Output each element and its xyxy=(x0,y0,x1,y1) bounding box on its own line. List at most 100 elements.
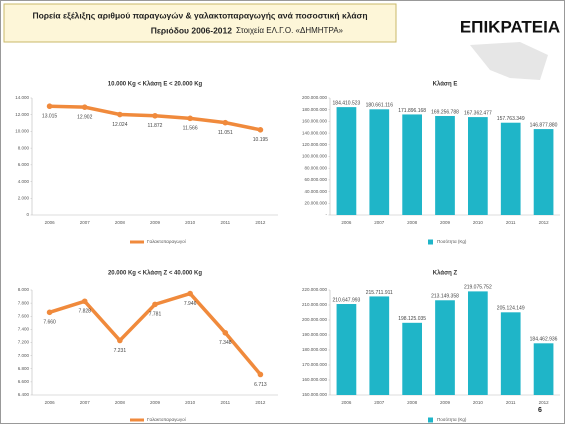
y-tick-label: 80.000.000 xyxy=(304,165,327,170)
y-tick-label: 40.000.000 xyxy=(304,189,327,194)
y-tick-label: 7.600 xyxy=(18,313,30,318)
y-tick-label: 200.000.000 xyxy=(302,317,328,322)
y-tick-label: 160.000.000 xyxy=(302,377,328,382)
y-tick-label: 160.000.000 xyxy=(302,119,328,124)
x-tick-label: 2009 xyxy=(150,400,161,405)
bar xyxy=(500,122,521,215)
y-tick-label: 7.000 xyxy=(18,353,30,358)
line-marker xyxy=(81,104,88,110)
bar xyxy=(336,304,357,395)
x-tick-label: 2007 xyxy=(374,220,385,225)
data-label: 219.075.752 xyxy=(464,285,492,291)
y-tick-label: 14.000 xyxy=(15,95,29,100)
data-label: 7.828 xyxy=(78,309,91,315)
line-marker xyxy=(187,290,193,297)
x-tick-label: 2009 xyxy=(150,220,161,225)
data-label: 11.566 xyxy=(183,126,198,132)
x-tick-label: 2009 xyxy=(440,220,451,225)
legend-swatch xyxy=(428,417,433,423)
data-label: 184.462.936 xyxy=(530,337,558,343)
line-marker xyxy=(81,298,88,305)
y-tick-label: 10.000 xyxy=(15,129,29,134)
line-marker xyxy=(152,112,158,119)
slide-title: Πορεία εξέλιξης αριθμού παραγωγών & γαλα… xyxy=(32,10,367,20)
y-tick-label: 120.000.000 xyxy=(302,142,328,147)
x-tick-label: 2011 xyxy=(220,220,230,225)
y-tick-label: 6.600 xyxy=(18,379,30,384)
y-tick-label: 8.000 xyxy=(18,287,30,292)
line-marker xyxy=(222,119,229,126)
chart-title: Κλάση Ε xyxy=(433,82,458,88)
data-label: 167.362.477 xyxy=(464,110,492,116)
bar xyxy=(369,109,390,215)
data-label: 13.015 xyxy=(42,114,58,120)
x-tick-label: 2008 xyxy=(407,220,418,225)
y-tick-label: 140.000.000 xyxy=(302,130,328,135)
data-label: 180.661.116 xyxy=(366,103,394,109)
bar xyxy=(435,115,455,215)
line-marker xyxy=(117,337,123,344)
data-label: 205.124.149 xyxy=(497,306,525,312)
x-tick-label: 2008 xyxy=(407,400,418,405)
x-tick-label: 2007 xyxy=(80,220,91,225)
y-tick-label: 6.800 xyxy=(18,366,30,371)
chart-title: 10.000 Kg < Κλάση Ε < 20.000 Kg xyxy=(108,82,203,88)
line-marker xyxy=(222,329,229,336)
slide-source: Στοιχεία ΕΛ.Γ.Ο. «ΔΗΜΗΤΡΑ» xyxy=(236,26,344,35)
data-label: 215.711.911 xyxy=(366,290,393,296)
chart-title: Κλάση Ζ xyxy=(433,271,458,277)
data-label: 11.872 xyxy=(148,123,163,129)
chart-title: 20.000 Kg < Κλάση Ζ < 40.000 Kg xyxy=(108,271,202,277)
data-label: 7.946 xyxy=(184,301,197,307)
legend-label: Γαλακτοπαραγωγοί xyxy=(147,239,186,244)
line-marker xyxy=(257,126,264,133)
bar xyxy=(402,322,422,395)
y-tick-label: 7.200 xyxy=(18,340,30,345)
x-tick-label: 2010 xyxy=(185,220,196,225)
x-tick-label: 2012 xyxy=(255,220,266,225)
y-tick-label: 190.000.000 xyxy=(302,332,328,337)
data-label: 7.781 xyxy=(149,312,162,318)
data-label: 157.763.349 xyxy=(497,116,525,122)
line-marker xyxy=(152,301,158,308)
data-label: 210.647.993 xyxy=(333,297,361,303)
x-tick-label: 2006 xyxy=(45,400,56,405)
y-tick-label: 7.400 xyxy=(18,327,30,332)
y-tick-label: 8.000 xyxy=(18,145,30,150)
page-number: 6 xyxy=(538,407,542,414)
y-tick-label: - xyxy=(326,212,328,217)
data-label: 146.877.880 xyxy=(530,122,558,128)
data-label: 6.713 xyxy=(254,382,267,388)
x-tick-label: 2012 xyxy=(539,400,550,405)
bar xyxy=(336,107,357,215)
data-label: 169.256.788 xyxy=(431,109,459,115)
data-label: 11.051 xyxy=(218,130,233,136)
y-tick-label: 6.000 xyxy=(18,162,30,167)
y-tick-label: 7.800 xyxy=(18,300,30,305)
data-label: 7.348 xyxy=(219,340,232,346)
y-tick-label: 6.400 xyxy=(18,392,30,397)
y-tick-label: 210.000.000 xyxy=(302,302,328,307)
line-marker xyxy=(46,103,53,110)
legend-label: Ποσότητα (Kg) xyxy=(437,416,467,422)
bar xyxy=(369,296,390,395)
x-tick-label: 2011 xyxy=(506,220,516,225)
x-tick-label: 2007 xyxy=(374,400,385,405)
line-marker xyxy=(117,111,123,118)
map-decoration xyxy=(470,42,548,80)
bar xyxy=(468,117,488,215)
data-label: 213.149.358 xyxy=(431,294,459,300)
data-label: 12.024 xyxy=(112,122,128,128)
line-marker xyxy=(257,371,264,378)
x-tick-label: 2010 xyxy=(185,400,196,405)
legend-label: Γαλακτοπαραγωγοί xyxy=(147,417,186,422)
y-tick-label: 4.000 xyxy=(18,179,30,184)
x-tick-label: 2011 xyxy=(506,400,516,405)
line-marker xyxy=(187,115,193,122)
y-tick-label: 2.000 xyxy=(18,195,30,200)
x-tick-label: 2006 xyxy=(341,220,352,225)
data-label: 10.195 xyxy=(253,137,269,143)
data-label: 7.660 xyxy=(43,320,56,326)
data-label: 7.231 xyxy=(114,348,127,354)
